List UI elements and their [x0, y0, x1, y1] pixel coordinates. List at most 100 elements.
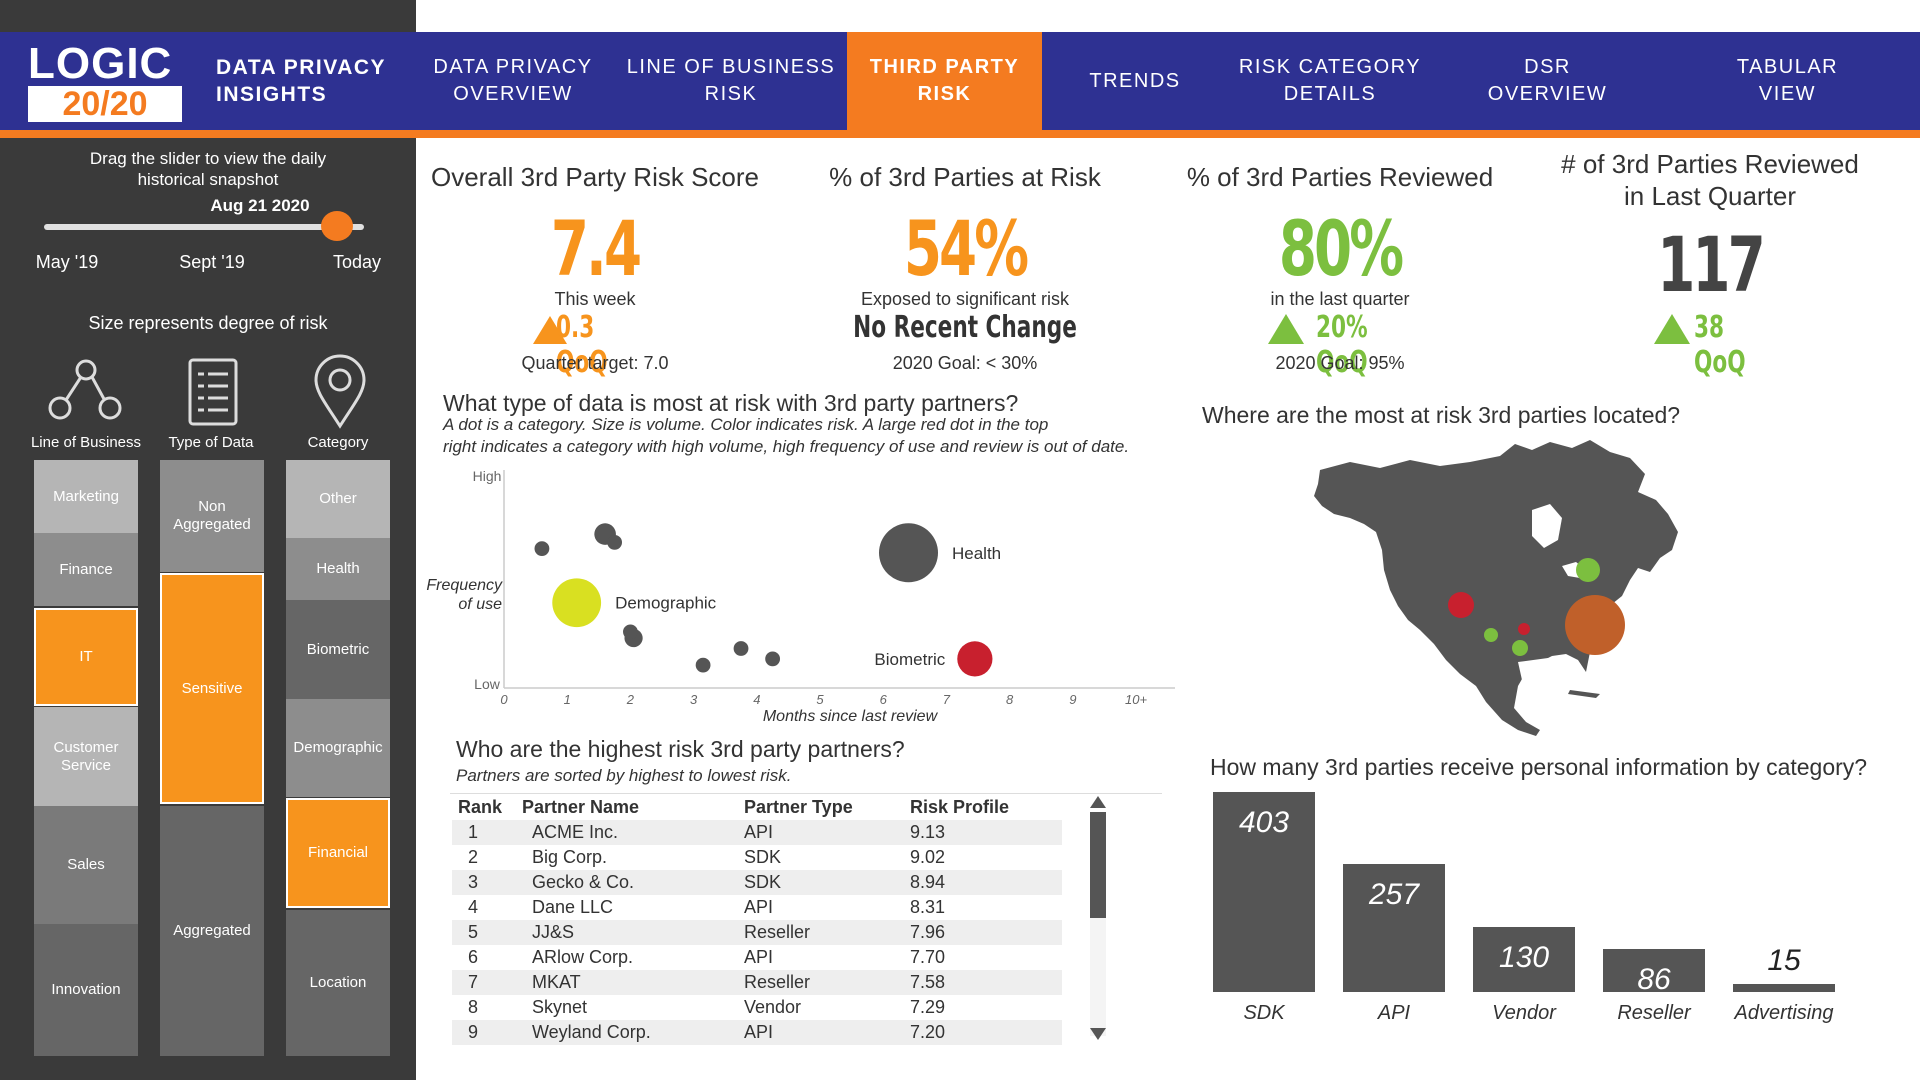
- scatter-point[interactable]: [765, 651, 781, 667]
- app-title-line2: INSIGHTS: [216, 83, 328, 106]
- kpi-reviewed-footer: 2020 Goal: 95%: [1275, 353, 1405, 373]
- bar-sdk[interactable]: [1213, 792, 1315, 992]
- map-dot-southeast[interactable]: [1565, 595, 1625, 655]
- table-header-risk-profile[interactable]: Risk Profile: [910, 796, 1010, 817]
- category-block-location[interactable]: Location: [286, 910, 390, 1056]
- kpi-reviewed-quarter-title-line1: # of 3rd Parties Reviewed: [1561, 149, 1859, 179]
- scatter-point[interactable]: [733, 641, 749, 656]
- partner-type-cell: API: [744, 820, 910, 845]
- scatter-x-tick-label: 7: [943, 692, 951, 707]
- rank-cell: 9: [452, 1020, 522, 1045]
- table-scrollbar-thumb[interactable]: [1090, 812, 1106, 918]
- lob-block-sales[interactable]: Sales: [34, 806, 138, 924]
- block-label: Location: [309, 974, 367, 991]
- scatter-subtitle-line1: A dot is a category. Size is volume. Col…: [443, 415, 1049, 434]
- scatter-point[interactable]: [695, 657, 711, 673]
- scatter-point[interactable]: [879, 523, 939, 583]
- map-dot-west-coast[interactable]: [1448, 592, 1474, 618]
- tab-trends[interactable]: TRENDS: [1060, 32, 1210, 130]
- checklist-icon: [188, 358, 238, 426]
- scatter-point-label: Health: [952, 544, 1001, 563]
- date-slider-track[interactable]: [44, 224, 364, 230]
- logo-top-text: LOGIC: [28, 39, 173, 88]
- table-row[interactable]: 8 Skynet Vendor 7.29: [452, 995, 1062, 1020]
- category-block-biometric[interactable]: Biometric: [286, 600, 390, 699]
- scatter-point[interactable]: [552, 578, 602, 628]
- partner-name-cell: MKAT: [522, 970, 744, 995]
- kpi-risk-score-footer: Quarter target: 7.0: [521, 353, 669, 373]
- block-label: Marketing: [53, 487, 119, 505]
- partner-type-cell: SDK: [744, 847, 782, 867]
- data-block-sensitive[interactable]: Sensitive: [160, 573, 264, 804]
- scatter-point[interactable]: [534, 541, 550, 557]
- table-row[interactable]: 5 JJ&S Reseller 7.96: [452, 920, 1062, 945]
- map-dot-southwest[interactable]: [1484, 628, 1498, 642]
- bar-api[interactable]: [1343, 864, 1445, 992]
- bar-reseller[interactable]: [1603, 949, 1705, 992]
- lob-block-innovation[interactable]: Innovation: [34, 924, 138, 1056]
- lob-block-finance[interactable]: Finance: [34, 533, 138, 606]
- table-row[interactable]: 6 ARlow Corp. API 7.70: [452, 945, 1062, 970]
- table-row[interactable]: 9 Weyland Corp. API 7.20: [452, 1020, 1062, 1045]
- tab-label-line1: DSR: [1524, 56, 1571, 78]
- bar-advertising[interactable]: [1733, 984, 1835, 992]
- category-block-demographic[interactable]: Demographic: [286, 699, 390, 797]
- lob-block-it[interactable]: IT: [34, 608, 138, 706]
- risk-profile-cell: 9.02: [910, 847, 946, 867]
- scatter-y-high-label: High: [472, 468, 502, 484]
- scroll-down-arrow-icon[interactable]: [1090, 1028, 1106, 1040]
- tab-data-privacy-overview[interactable]: DATA PRIVACY OVERVIEW: [420, 32, 606, 130]
- kpi-reviewed-change: 20% QoQ: [1316, 310, 1368, 380]
- scatter-point[interactable]: [957, 641, 993, 677]
- data-block-aggregated[interactable]: Aggregated: [160, 806, 264, 1056]
- date-slider-handle[interactable]: [321, 211, 353, 241]
- category-block-financial[interactable]: Financial: [286, 798, 390, 908]
- bar-vendor[interactable]: [1473, 927, 1575, 992]
- table-row[interactable]: 4 Dane LLC API 8.31: [452, 895, 1062, 920]
- table-row[interactable]: 2 Big Corp. SDK 9.02: [452, 845, 1062, 870]
- scatter-point[interactable]: [623, 624, 638, 640]
- scatter-x-tick-label: 1: [564, 692, 571, 707]
- kpi-reviewed-quarter-title: # of 3rd Parties Reviewed in Last Quarte…: [1530, 148, 1890, 212]
- table-header-rank[interactable]: Rank: [458, 796, 503, 817]
- table-row[interactable]: 3 Gecko & Co. SDK 8.94: [452, 870, 1062, 895]
- table-row[interactable]: 7 MKAT Reseller 7.58: [452, 970, 1062, 995]
- rank-cell: 1: [452, 820, 522, 845]
- category-block-other[interactable]: Other: [286, 460, 390, 538]
- tab-dsr-overview[interactable]: DSR OVERVIEW: [1460, 32, 1635, 130]
- kpi-at-risk-value: 54%: [903, 204, 1029, 293]
- scatter-x-tick-label: 3: [690, 692, 698, 707]
- scatter-point[interactable]: [607, 535, 623, 550]
- north-america-map[interactable]: [1300, 440, 1700, 740]
- tab-risk-category-details[interactable]: RISK CATEGORY DETAILS: [1230, 32, 1430, 130]
- table-row[interactable]: 1 ACME Inc. API 9.13: [452, 820, 1062, 845]
- scroll-up-arrow-icon[interactable]: [1090, 796, 1106, 808]
- kpi-reviewed-quarter-value: 117: [1657, 220, 1765, 309]
- scatter-title: What type of data is most at risk with 3…: [443, 390, 1019, 416]
- table-header-partner-name[interactable]: Partner Name: [522, 796, 640, 817]
- risk-profile-cell: 8.94: [910, 870, 1062, 895]
- lob-block-marketing[interactable]: Marketing: [34, 460, 138, 533]
- tab-label-line2: VIEW: [1758, 83, 1817, 105]
- map-dot-texas[interactable]: [1512, 640, 1528, 656]
- tab-tabular-view[interactable]: TABULAR VIEW: [1700, 32, 1875, 130]
- map-dot-central[interactable]: [1518, 623, 1530, 635]
- table-top-divider: [450, 793, 1162, 794]
- tab-third-party-risk[interactable]: THIRD PARTY RISK: [847, 32, 1042, 130]
- block-label: Finance: [59, 560, 113, 578]
- map-dot-great-lakes[interactable]: [1576, 558, 1600, 582]
- kpi-reviewed-quarter-change: 38 QoQ: [1694, 310, 1746, 380]
- table-header-partner-type[interactable]: Partner Type: [744, 796, 853, 817]
- scatter-point-label: Biometric: [874, 650, 945, 669]
- kpi-reviewed-quarter-title-line2: in Last Quarter: [1624, 181, 1796, 211]
- tab-line-of-business-risk[interactable]: LINE OF BUSINESS RISK: [618, 32, 844, 130]
- category-block-health[interactable]: Health: [286, 538, 390, 600]
- lob-block-customer-service[interactable]: Customer Service: [34, 707, 138, 806]
- slider-instruction: Drag the slider to view the daily histor…: [0, 148, 416, 190]
- size-legend-note: Size represents degree of risk: [88, 313, 328, 333]
- bar-value-label: 86: [1637, 963, 1671, 997]
- data-block-non-aggregated[interactable]: Non Aggregated: [160, 460, 264, 572]
- block-label: Non Aggregated: [173, 498, 251, 533]
- scatter-point-label: Demographic: [615, 594, 717, 613]
- rank-cell: 7: [452, 970, 522, 995]
